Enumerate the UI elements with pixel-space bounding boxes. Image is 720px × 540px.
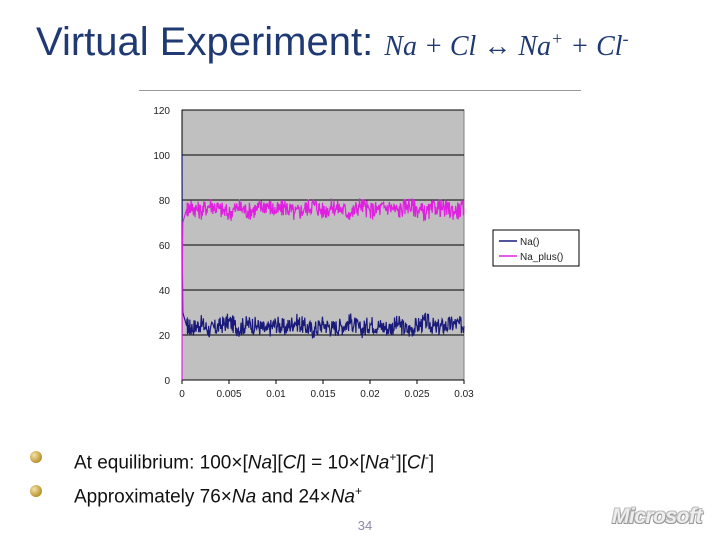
eq-minus-sup: - [622, 28, 629, 49]
chart-container: 0 20 40 60 80 100 120 0 0.005 0.01 0.015 0.02 0.025 0… [139, 90, 581, 419]
bullet-icon [30, 451, 42, 463]
bullet-na-plus: Na [365, 452, 390, 474]
y-tick-label: 120 [153, 106, 170, 117]
bullet-cl-minus: Cl [406, 452, 425, 474]
bullet-text: Approximately 76× [74, 486, 232, 508]
bullet-na: Na [247, 452, 273, 474]
x-tick-label: 0.025 [404, 389, 429, 400]
eq-right: Na [511, 31, 552, 62]
bullet-text: ] [428, 452, 435, 474]
x-tick-label: 0.015 [310, 389, 335, 400]
eq-arrow: ↔ [483, 31, 512, 62]
bullet-icon [30, 485, 42, 498]
title-equation: Na + Cl ↔ Na+ + Cl- [384, 28, 629, 62]
bullet-na: Na [231, 486, 257, 508]
bullet-approximately: Approximately 76×Na and 24×Na+ [30, 477, 710, 511]
bullet-list: At equilibrium: 100×[Na][Cl] = 10×[Na+][… [30, 443, 710, 512]
y-tick-label: 40 [159, 286, 171, 297]
title-text: Virtual Experiment: [36, 20, 385, 64]
bullet-text: ][ [396, 452, 407, 474]
series-line-na-plus [181, 198, 465, 381]
slide-title: Virtual Experiment: Na + Cl ↔ Na+ + Cl- [36, 20, 716, 65]
y-tick-label: 80 [159, 196, 171, 207]
microsoft-logo: Microsoft [612, 505, 703, 528]
x-tick-label: 0 [179, 389, 185, 400]
y-tick-label: 100 [153, 151, 170, 162]
y-tick-label: 20 [159, 331, 171, 342]
page-number: 34 [357, 518, 373, 533]
legend-box [492, 229, 580, 267]
legend-label: Na_plus() [520, 252, 563, 263]
bullet-text: and 24× [256, 486, 331, 508]
bullet-text: At equilibrium: 100×[ [74, 452, 248, 474]
bullet-text: ] = 10×[ [300, 452, 366, 474]
line-chart: 0 20 40 60 80 100 120 0 0.005 0.01 0.015 0.02 0.025 0… [153, 106, 580, 400]
y-tick-label: 60 [159, 241, 171, 252]
bullet-sup: + [355, 484, 363, 499]
x-tick-label: 0.005 [216, 389, 241, 400]
eq-left: Na + Cl [384, 31, 484, 62]
y-tick-label: 0 [164, 376, 170, 387]
eq-plus-sup: + [551, 28, 564, 49]
bullet-sup: + [389, 450, 397, 464]
x-tick-label: 0.03 [454, 389, 474, 400]
x-tick-label: 0.01 [266, 389, 286, 400]
bullet-equilibrium: At equilibrium: 100×[Na][Cl] = 10×[Na+][… [30, 443, 710, 477]
eq-tail: + Cl [563, 31, 623, 62]
bullet-text: ][ [272, 452, 283, 474]
x-tick-label: 0.02 [360, 389, 380, 400]
bullet-sup: - [424, 450, 429, 464]
series-line-na [181, 154, 465, 339]
bullet-na-plus: Na [330, 486, 355, 508]
bullet-cl: Cl [282, 452, 301, 474]
legend-label: Na() [520, 237, 539, 248]
